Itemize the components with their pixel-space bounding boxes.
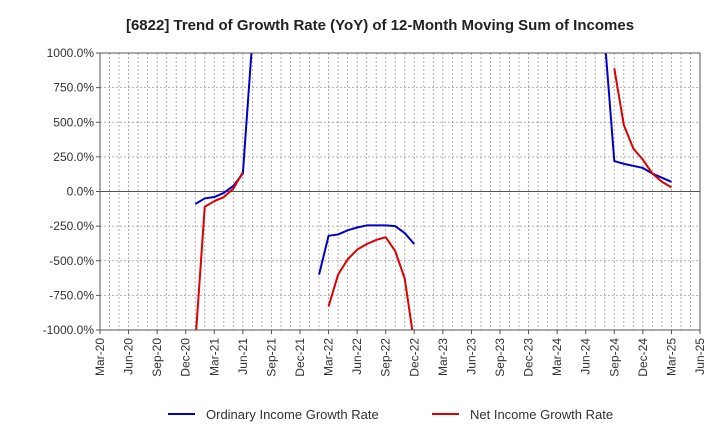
x-tick-label: Jun-24 [579,338,593,375]
y-tick-label: 1000.0% [47,46,95,60]
x-tick-label: Jun-23 [464,338,478,375]
x-tick-label: Mar-21 [207,338,221,376]
x-tick-label: Sep-22 [379,338,393,377]
series-line-net-income [327,236,414,330]
x-tick-label: Dec-24 [636,338,650,377]
plot-area [99,52,701,331]
series-line-net-income [613,68,672,189]
series-layer [194,53,672,330]
y-tick-label: 750.0% [53,81,94,95]
y-tick-label: -250.0% [49,219,94,233]
x-tick-label: Mar-25 [664,338,678,376]
x-tick-label: Mar-24 [550,338,564,376]
x-tick-label: Sep-24 [607,338,621,377]
y-tick-label: 500.0% [53,115,94,129]
x-tick-label: Jun-22 [350,338,364,375]
x-tick-label: Mar-23 [436,338,450,376]
series-line-ordinary-income [318,224,416,275]
y-tick-label: -750.0% [49,288,94,302]
x-tick-label: Jun-20 [122,338,136,375]
y-tick-label: 0.0% [67,185,95,199]
legend-label: Net Income Growth Rate [470,407,613,422]
x-axis: Mar-20 Jun-20 Sep-20 Dec-20 Mar-21 Jun-21 Sep-… [93,330,707,377]
series-line-net-income [195,171,244,330]
x-tick-label: Mar-22 [322,338,336,376]
x-tick-label: Dec-23 [522,338,536,377]
x-tick-label: Dec-20 [179,338,193,377]
x-tick-label: Dec-21 [293,338,307,377]
x-tick-label: Dec-22 [407,338,421,377]
x-tick-label: Jun-25 [693,338,707,375]
y-tick-label: -500.0% [49,254,94,268]
chart-title: [6822] Trend of Growth Rate (YoY) of 12-… [126,17,634,34]
x-tick-label: Jun-21 [236,338,250,375]
x-tick-label: Sep-21 [264,338,278,377]
grid [100,53,700,330]
y-tick-label: 250.0% [53,150,94,164]
legend-label: Ordinary Income Growth Rate [206,407,379,422]
y-tick-label: -1000.0% [43,323,95,337]
x-tick-label: Mar-20 [93,338,107,376]
x-tick-label: Sep-23 [493,338,507,377]
x-tick-label: Sep-20 [150,338,164,377]
y-axis: 1000.0% 750.0% 500.0% 250.0% 0.0% -250.0% -500… [43,46,100,337]
series-line-ordinary-income [604,53,672,183]
legend: Ordinary Income Growth Rate Net Income Gr… [168,407,613,422]
